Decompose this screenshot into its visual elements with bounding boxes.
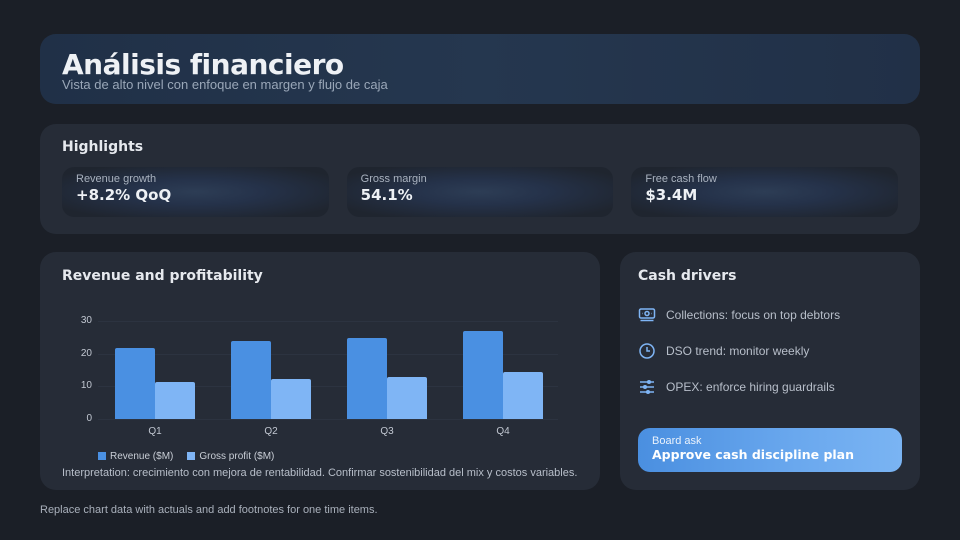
footer-note: Replace chart data with actuals and add … — [40, 504, 378, 516]
gridline — [98, 321, 558, 322]
kpi-revenue-growth: Revenue growth +8.2% QoQ — [62, 167, 329, 217]
kpi-free-cash-flow: Free cash flow $3.4M — [631, 167, 899, 217]
highlights-title: Highlights — [62, 139, 144, 155]
driver-text: OPEX: enforce hiring guardrails — [666, 380, 835, 394]
drivers-title: Cash drivers — [638, 268, 737, 284]
bar-q3-revenue — [347, 337, 387, 419]
gridline — [98, 419, 558, 420]
bar-q1-revenue — [115, 347, 155, 419]
kpi-value: $3.4M — [645, 186, 698, 204]
legend-swatch-icon — [98, 452, 106, 460]
header-banner: Análisis financiero Vista de alto nivel … — [40, 34, 920, 104]
y-axis-tick: 0 — [86, 413, 92, 424]
bar-q2-gross-profit — [271, 378, 311, 419]
sliders-icon — [640, 379, 654, 395]
money-icon — [638, 308, 656, 322]
gridline — [98, 353, 558, 355]
clock-icon — [639, 343, 655, 359]
driver-text: DSO trend: monitor weekly — [666, 344, 810, 358]
kpi-value: 54.1% — [360, 186, 413, 204]
y-axis-tick: 10 — [80, 380, 92, 392]
x-axis-tick: Q2 — [264, 426, 278, 437]
bar-q4-gross-profit — [503, 371, 543, 419]
kpi-value: +8.2% QoQ — [76, 186, 172, 204]
board-ask-value: Approve cash discipline plan — [652, 447, 855, 462]
y-axis-tick: 30 — [80, 315, 92, 326]
x-axis-tick: Q4 — [496, 426, 510, 437]
bar-q1-gross-profit — [155, 382, 195, 419]
driver-item-collections: Collections: focus on top debtors — [638, 306, 840, 324]
gridline — [98, 386, 558, 388]
driver-item-dso: DSO trend: monitor weekly — [638, 342, 809, 360]
x-axis-tick: Q3 — [380, 426, 394, 437]
chart-legend: Revenue ($M) Gross profit ($M) — [98, 451, 274, 462]
legend-label: Gross profit ($M) — [199, 451, 275, 462]
kpi-row: Revenue growth +8.2% QoQ Gross margin 54… — [62, 167, 899, 217]
driver-item-opex: OPEX: enforce hiring guardrails — [638, 378, 835, 396]
legend-item-revenue: Revenue ($M) — [98, 451, 173, 462]
kpi-label: Gross margin — [360, 173, 427, 185]
bar-q3-gross-profit — [387, 376, 427, 419]
page-title: Análisis financiero — [62, 48, 344, 81]
bar-q2-revenue — [231, 341, 271, 419]
y-axis-tick: 20 — [80, 347, 92, 359]
kpi-label: Revenue growth — [76, 173, 157, 185]
bar-chart: 0 10 20 30 Q1 Q2 Q3 Q4 — [40, 252, 600, 490]
chart-title: Revenue and profitability — [62, 268, 263, 284]
kpi-label: Free cash flow — [645, 173, 717, 185]
legend-item-gross-profit: Gross profit ($M) — [187, 451, 274, 462]
cash-drivers-card: Cash drivers Collections: focus on top d… — [620, 252, 920, 490]
bar-q4-revenue — [463, 331, 503, 419]
legend-label: Revenue ($M) — [110, 451, 174, 462]
driver-text: Collections: focus on top debtors — [666, 308, 841, 322]
board-ask-callout: Board ask Approve cash discipline plan — [638, 428, 902, 472]
page-subtitle: Vista de alto nivel con enfoque en marge… — [62, 77, 388, 92]
highlights-card: Highlights Revenue growth +8.2% QoQ Gros… — [40, 124, 920, 234]
chart-interpretation: Interpretation: crecimiento con mejora d… — [62, 467, 578, 479]
chart-card: Revenue and profitability 0 10 20 30 Q1 Q2 Q3 Q… — [40, 252, 600, 490]
kpi-gross-margin: Gross margin 54.1% — [346, 167, 614, 217]
x-axis-tick: Q1 — [148, 426, 162, 437]
board-ask-label: Board ask — [652, 435, 702, 447]
legend-swatch-icon — [187, 452, 196, 460]
